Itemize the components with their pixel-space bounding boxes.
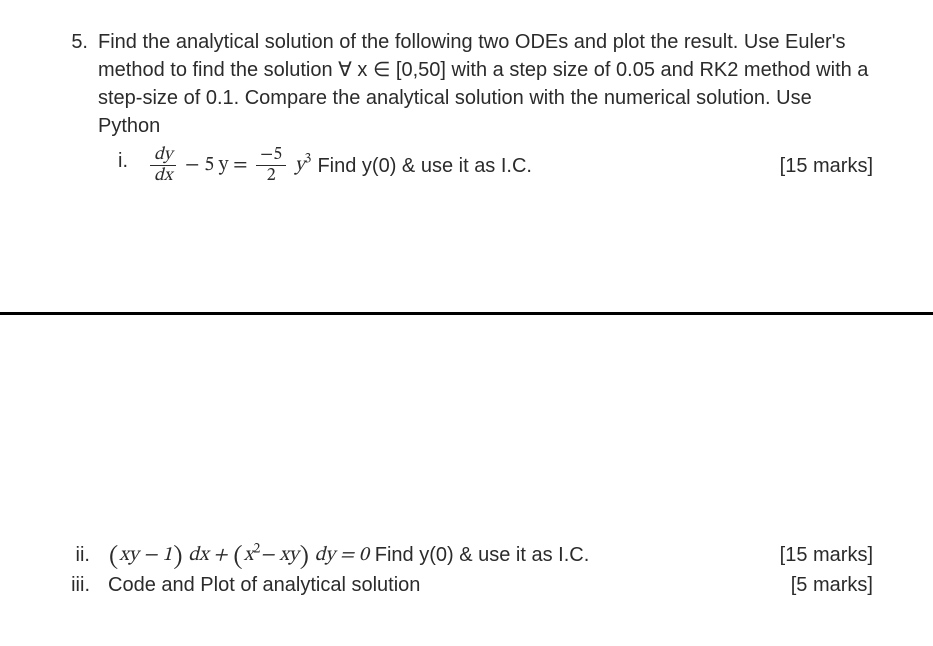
y-base: y bbox=[295, 155, 305, 175]
lparen-2: ( bbox=[232, 545, 243, 571]
subparts-top: i. dy dx − 5 y = −5 2 bbox=[98, 146, 873, 185]
frac-neg5-2: −5 2 bbox=[256, 146, 286, 185]
part-i-tail: Find y(0) & use it as I.C. bbox=[317, 151, 532, 181]
part-iii-text: Code and Plot of analytical solution bbox=[108, 570, 420, 600]
part-iii-marks: [5 marks] bbox=[791, 570, 873, 600]
part-ii-marks: [15 marks] bbox=[780, 540, 873, 570]
lparen-1: ( bbox=[108, 545, 119, 571]
part-ii-content: (xy − 1) dx + (x2− xy) dy = 0 Find y(0) … bbox=[108, 540, 873, 570]
frac-num-dy: dy bbox=[150, 146, 176, 166]
part-ii-equation: (xy − 1) dx + (x2− xy) dy = 0 bbox=[108, 540, 369, 570]
x-base: x bbox=[244, 545, 254, 565]
part-i-left: dy dx − 5 y = −5 2 y3 bbox=[146, 146, 532, 185]
part-i-content: dy dx − 5 y = −5 2 y3 bbox=[146, 146, 873, 185]
part-iii-label: iii. bbox=[60, 570, 90, 600]
part-i: i. dy dx − 5 y = −5 2 bbox=[98, 146, 873, 185]
minus-xy: − xy bbox=[260, 545, 298, 565]
frac-num-neg5: −5 bbox=[256, 146, 286, 166]
x-sq: x2 bbox=[244, 545, 261, 565]
question-row: 5. Find the analytical solution of the f… bbox=[60, 28, 873, 185]
page: 5. Find the analytical solution of the f… bbox=[0, 0, 933, 646]
horizontal-rule bbox=[0, 312, 933, 315]
rparen-1: ) bbox=[172, 545, 183, 571]
question-number: 5. bbox=[60, 28, 88, 56]
part-iii: iii. Code and Plot of analytical solutio… bbox=[60, 570, 873, 600]
linear-term: − 5 y = bbox=[185, 155, 247, 175]
dy-eq-0: dy = 0 bbox=[315, 545, 369, 565]
part-i-label: i. bbox=[98, 146, 128, 176]
part-ii-tail: Find y(0) & use it as I.C. bbox=[375, 540, 590, 570]
part-i-equation: dy dx − 5 y = −5 2 y3 bbox=[146, 146, 311, 185]
part-iii-left: Code and Plot of analytical solution bbox=[108, 570, 420, 600]
rparen-2: ) bbox=[299, 545, 310, 571]
term-xy-1: xy − 1 bbox=[119, 545, 172, 565]
frac-den-2: 2 bbox=[263, 166, 280, 185]
part-i-marks: [15 marks] bbox=[780, 151, 873, 181]
part-ii-label: ii. bbox=[60, 540, 90, 570]
dx-plus: dx + bbox=[188, 545, 227, 565]
y-exp: 3 bbox=[305, 153, 312, 167]
part-ii-left: (xy − 1) dx + (x2− xy) dy = 0 Find y(0) … bbox=[108, 540, 589, 570]
frac-dy-dx: dy dx bbox=[150, 146, 176, 185]
part-ii: ii. (xy − 1) dx + (x2− xy) dy = 0 Find y… bbox=[60, 540, 873, 570]
subparts-bottom: ii. (xy − 1) dx + (x2− xy) dy = 0 Find y… bbox=[60, 540, 873, 600]
part-iii-content: Code and Plot of analytical solution [5 … bbox=[108, 570, 873, 600]
question-body: Find the analytical solution of the foll… bbox=[98, 28, 873, 185]
frac-den-dx: dx bbox=[150, 166, 176, 185]
question-prompt: Find the analytical solution of the foll… bbox=[98, 31, 868, 137]
y-cubed: y3 bbox=[295, 155, 312, 175]
